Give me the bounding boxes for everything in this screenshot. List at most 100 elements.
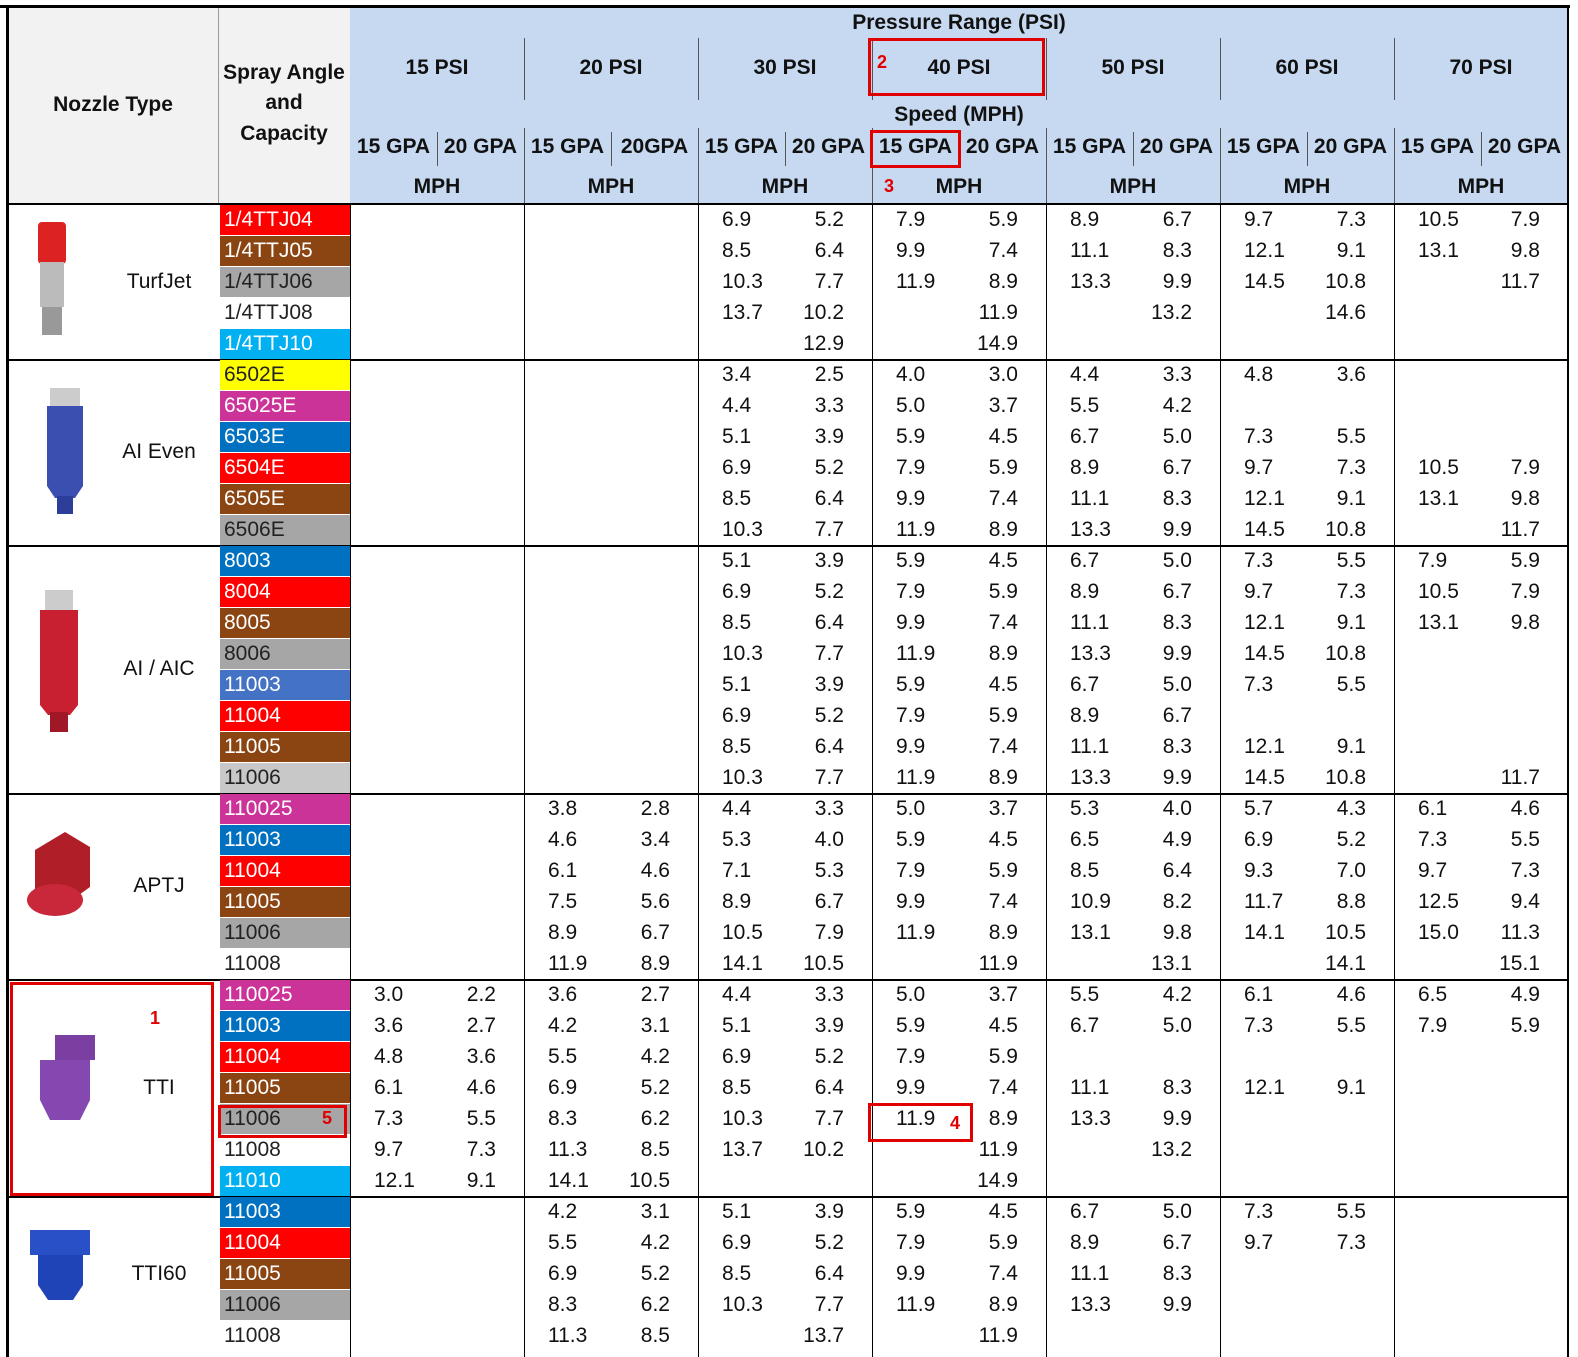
speed-value: 11.7 [1500,518,1540,541]
tip-cell: 6505E [220,484,350,514]
speed-value: 5.2 [1336,828,1366,851]
turfjet-icon [38,222,66,335]
speed-value: 13.7 [803,1324,844,1347]
group-name: AI Even [122,440,196,463]
speed-value: 3.1 [640,1200,670,1223]
speed-value: 6.9 [722,456,752,479]
speed-value: 7.4 [988,487,1018,510]
speed-value: 14.5 [1244,642,1285,665]
speed-value: 6.2 [640,1293,670,1316]
speed-value: 8.3 [1162,611,1192,634]
col-line [524,204,525,1357]
speed-value: 11.1 [1070,611,1110,634]
speed-value: 6.4 [814,1262,844,1285]
speed-value: 15.0 [1418,921,1459,944]
speed-value: 3.7 [988,797,1018,820]
speed-value: 8.5 [722,1076,752,1099]
speed-value: 7.9 [1510,208,1540,231]
speed-value: 3.7 [988,983,1018,1006]
speed-value: 7.3 [1336,580,1366,603]
annotation-label: 3 [884,176,895,196]
speed-value: 6.7 [1162,704,1192,727]
speed-value: 9.1 [1336,487,1366,510]
speed-value: 3.9 [814,425,844,448]
speed-value: 2.7 [640,983,670,1006]
speed-value: 6.4 [814,487,844,510]
speed-value: 14.1 [1325,952,1366,975]
speed-value: 12.1 [1244,611,1285,634]
speed-value: 5.1 [722,549,752,572]
tip-cell: 11005 [220,1259,350,1289]
speed-value: 9.8 [1510,611,1540,634]
speed-value: 6.7 [1162,580,1192,603]
speed-value: 9.4 [1510,890,1540,913]
speed-value: 8.9 [988,1293,1018,1316]
speed-value: 5.5 [1070,983,1100,1006]
speed-value: 6.2 [640,1107,670,1130]
pressure-label: 70 PSI [1449,56,1513,79]
tip-cell: 11008 [220,949,350,979]
speed-value: 13.7 [722,301,763,324]
speed-value: 11.9 [896,766,936,789]
tip-cell: 1/4TTJ06 [220,267,350,297]
speed-value: 12.1 [1244,1076,1285,1099]
speed-value: 5.5 [1070,394,1100,417]
speed-value: 8.3 [548,1107,578,1130]
speed-value: 11.9 [896,1107,936,1130]
speed-value: 6.9 [722,208,752,231]
speed-value: 5.5 [1336,1014,1366,1037]
speed-value: 9.8 [1162,921,1192,944]
mph-label: MPH [935,175,983,198]
col-line [1394,204,1395,1357]
gpa-label: 20 GPA [1139,135,1214,158]
speed-value: 8.9 [988,766,1018,789]
speed-value: 8.9 [988,921,1018,944]
speed-value: 10.5 [1418,208,1459,231]
speed-value: 11.3 [548,1138,588,1161]
speed-value: 10.3 [722,270,763,293]
speed-value: 11.1 [1070,487,1110,510]
speed-value: 9.7 [1244,1231,1274,1254]
spray-angle-header: Spray Angle and Capacity [223,61,345,145]
speed-value: 9.8 [1510,239,1540,262]
pressure-label: 60 PSI [1275,56,1339,79]
speed-value: 7.9 [896,704,926,727]
speed-value: 7.3 [1244,425,1274,448]
tip-cell: 11010 [220,1166,350,1196]
speed-value: 7.9 [1418,1014,1448,1037]
speed-value: 9.8 [1510,487,1540,510]
speed-value: 3.4 [722,363,752,386]
speed-value: 13.1 [1418,611,1459,634]
speed-value: 14.1 [1244,921,1285,944]
header-separator [1046,128,1047,204]
speed-value: 13.3 [1070,1293,1111,1316]
tip-cell: 11005 [220,887,350,917]
speed-value: 4.9 [1510,983,1540,1006]
speed-value: 14.5 [1244,518,1285,541]
speed-value: 4.2 [640,1045,670,1068]
speed-value: 9.9 [896,239,926,262]
ai-even-icon [47,388,83,514]
speed-value: 5.0 [896,797,926,820]
speed-value: 4.5 [988,673,1018,696]
speed-value: 5.5 [548,1231,578,1254]
speed-value: 8.5 [722,1262,752,1285]
pressure-label: 20 PSI [579,56,643,79]
speed-value: 10.3 [722,766,763,789]
speed-value: 12.9 [803,332,844,355]
speed-value: 7.9 [1510,580,1540,603]
speed-value: 13.7 [722,1138,763,1161]
tip-cell: 11008 [220,1321,350,1351]
speed-value: 6.7 [814,890,844,913]
speed-value: 9.9 [1162,270,1192,293]
annotation-label: 5 [322,1108,333,1128]
speed-value: 6.5 [1418,983,1448,1006]
pressure-label: 40 PSI [927,56,991,79]
pressure-label: 30 PSI [753,56,817,79]
speed-value: 11.9 [978,1324,1018,1347]
speed-value: 5.2 [814,456,844,479]
speed-value: 7.9 [814,921,844,944]
speed-value: 7.0 [1336,859,1366,882]
speed-value: 5.1 [722,425,752,448]
